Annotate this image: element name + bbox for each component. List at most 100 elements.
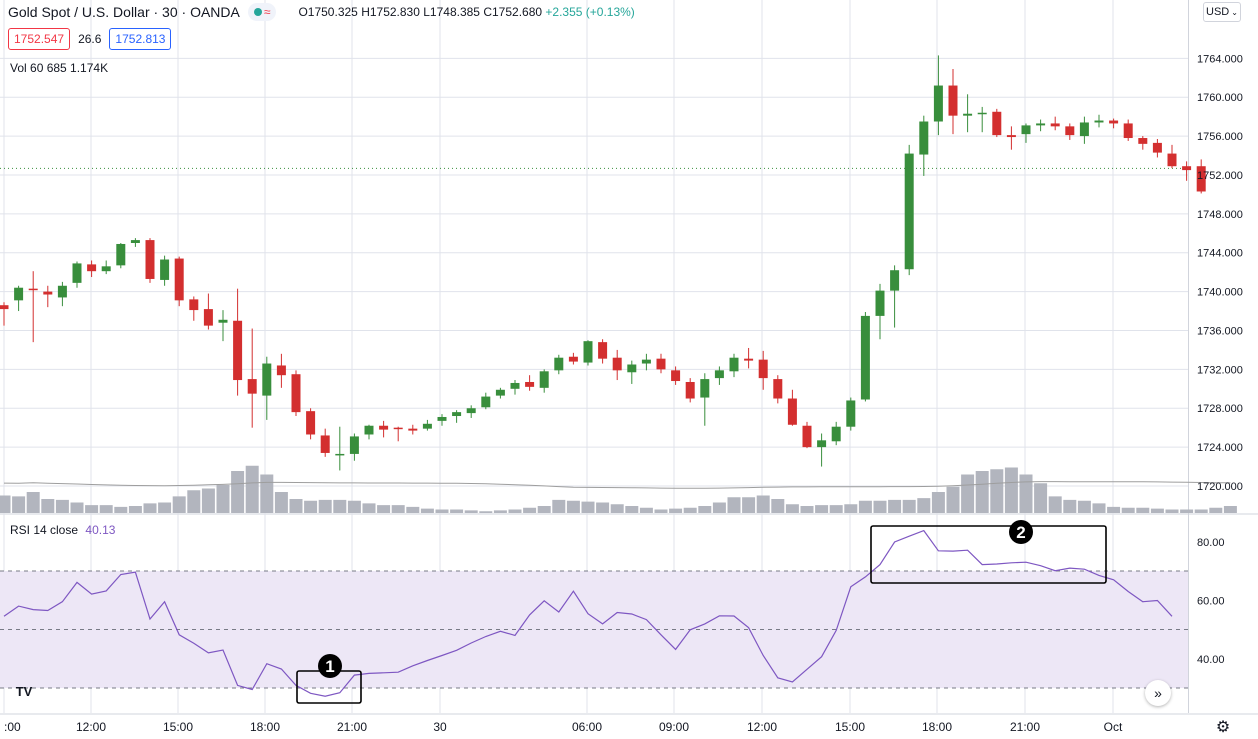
volume-bar <box>55 499 69 513</box>
candle-body <box>1006 135 1016 138</box>
candle-body <box>948 85 958 116</box>
volume-bar <box>1092 503 1106 513</box>
candle-body <box>773 379 783 399</box>
volume-bar <box>216 485 230 513</box>
volume-bar <box>990 469 1004 513</box>
candle-body <box>437 416 447 421</box>
volume-bar <box>187 490 201 513</box>
time-tick-label: 15:00 <box>835 720 865 734</box>
market-status-pill[interactable]: ≈ <box>247 3 277 21</box>
candle-body <box>379 425 389 430</box>
volume-bar <box>1034 483 1048 513</box>
volume-bar <box>946 486 960 513</box>
volume-bar <box>304 500 318 513</box>
candle-body <box>933 85 943 122</box>
candle-body <box>203 309 213 326</box>
low-value: L1748.385 <box>423 5 480 19</box>
volume-bar <box>1077 500 1091 513</box>
sell-price-button[interactable]: 1752.547 <box>8 28 71 50</box>
volume-bar <box>873 500 887 513</box>
volume-bar <box>537 506 551 513</box>
candle-body <box>174 258 184 301</box>
candle-body <box>641 359 651 364</box>
time-tick-label: 12:00 <box>76 720 106 734</box>
buy-price-button[interactable]: 1752.813 <box>109 28 172 50</box>
volume-bar <box>931 492 945 513</box>
volume-bar <box>712 502 726 513</box>
currency-dropdown[interactable]: USD ⌄ <box>1203 2 1241 22</box>
volume-bar <box>669 508 683 513</box>
volume-bar <box>727 497 741 513</box>
volume-bar <box>464 510 478 513</box>
annotation-marker <box>1009 520 1033 544</box>
candle-body <box>1036 123 1046 126</box>
symbol-title[interactable]: Gold Spot / U.S. Dollar · 30 · OANDA <box>8 4 240 20</box>
candle-body <box>335 453 345 456</box>
annotation-box <box>870 525 1107 584</box>
volume-bar <box>800 506 814 513</box>
chevron-down-icon: ⌄ <box>1231 7 1238 17</box>
volume-bar <box>143 503 157 513</box>
candle-body <box>306 411 316 435</box>
volume-bar <box>1165 509 1179 513</box>
tradingview-logo-icon[interactable]: TV <box>15 683 33 699</box>
time-tick-label: 21:00 <box>337 720 367 734</box>
currency-label: USD <box>1206 6 1230 18</box>
price-tick-label: 1724.000 <box>1197 442 1243 454</box>
gear-icon[interactable]: ⚙ <box>1215 719 1231 736</box>
candle-body <box>846 400 856 427</box>
volume-bar <box>1019 474 1033 513</box>
candle-body <box>481 396 491 408</box>
price-tick-label: 1752.000 <box>1197 170 1243 182</box>
candle-body <box>700 379 710 398</box>
volume-bar <box>639 507 653 513</box>
volume-bar <box>566 500 580 513</box>
scroll-to-realtime-button[interactable]: » <box>1145 680 1171 706</box>
candle-body <box>744 358 754 361</box>
open-value: O1750.325 <box>298 5 358 19</box>
rsi-label: RSI 14 close <box>10 523 79 537</box>
close-value: C1752.680 <box>483 5 543 19</box>
candle-body <box>1123 123 1133 139</box>
volume-bar <box>41 499 55 513</box>
volume-bar <box>917 498 931 513</box>
candle-body <box>817 440 827 448</box>
volume-bar <box>406 506 420 513</box>
volume-ma-line <box>3 481 1231 489</box>
volume-bar <box>391 505 405 513</box>
volume-bar <box>289 499 303 513</box>
volume-bar <box>479 511 493 513</box>
volume-bar <box>1209 507 1223 513</box>
market-open-dot-icon <box>253 8 262 16</box>
volume-bar <box>347 500 361 513</box>
volume-bar <box>1063 499 1077 513</box>
volume-bar <box>0 495 11 513</box>
rsi-legend[interactable]: RSI 14 close 40.13 <box>10 523 115 537</box>
volume-bar <box>596 502 610 513</box>
candle-body <box>583 341 593 363</box>
time-tick-label: 09:00 <box>659 720 689 734</box>
candle-body <box>452 412 462 417</box>
price-tick-label: 1764.000 <box>1197 53 1243 65</box>
rsi-tick-label: 40.00 <box>1197 654 1225 666</box>
candle-body <box>1138 138 1148 144</box>
volume-bar <box>450 509 464 513</box>
candle-body <box>1109 120 1119 124</box>
candle-body <box>685 381 695 399</box>
candle-body <box>963 113 973 116</box>
time-tick-label: 06:00 <box>572 720 602 734</box>
volume-bar <box>961 474 975 513</box>
volume-legend[interactable]: Vol 60 685 1.174K <box>10 61 109 75</box>
price-tick-label: 1720.000 <box>1197 481 1243 493</box>
candle-body <box>233 320 243 381</box>
price-tick-label: 1748.000 <box>1197 209 1243 221</box>
rsi-tick-label: 80.00 <box>1197 537 1225 549</box>
candle-body <box>247 379 257 394</box>
volume-bar <box>1136 507 1150 513</box>
candle-body <box>992 111 1002 136</box>
volume-bar <box>274 492 288 513</box>
candle-body <box>349 436 359 454</box>
volume-bar <box>70 502 84 513</box>
time-tick-label: Oct <box>1104 720 1123 734</box>
